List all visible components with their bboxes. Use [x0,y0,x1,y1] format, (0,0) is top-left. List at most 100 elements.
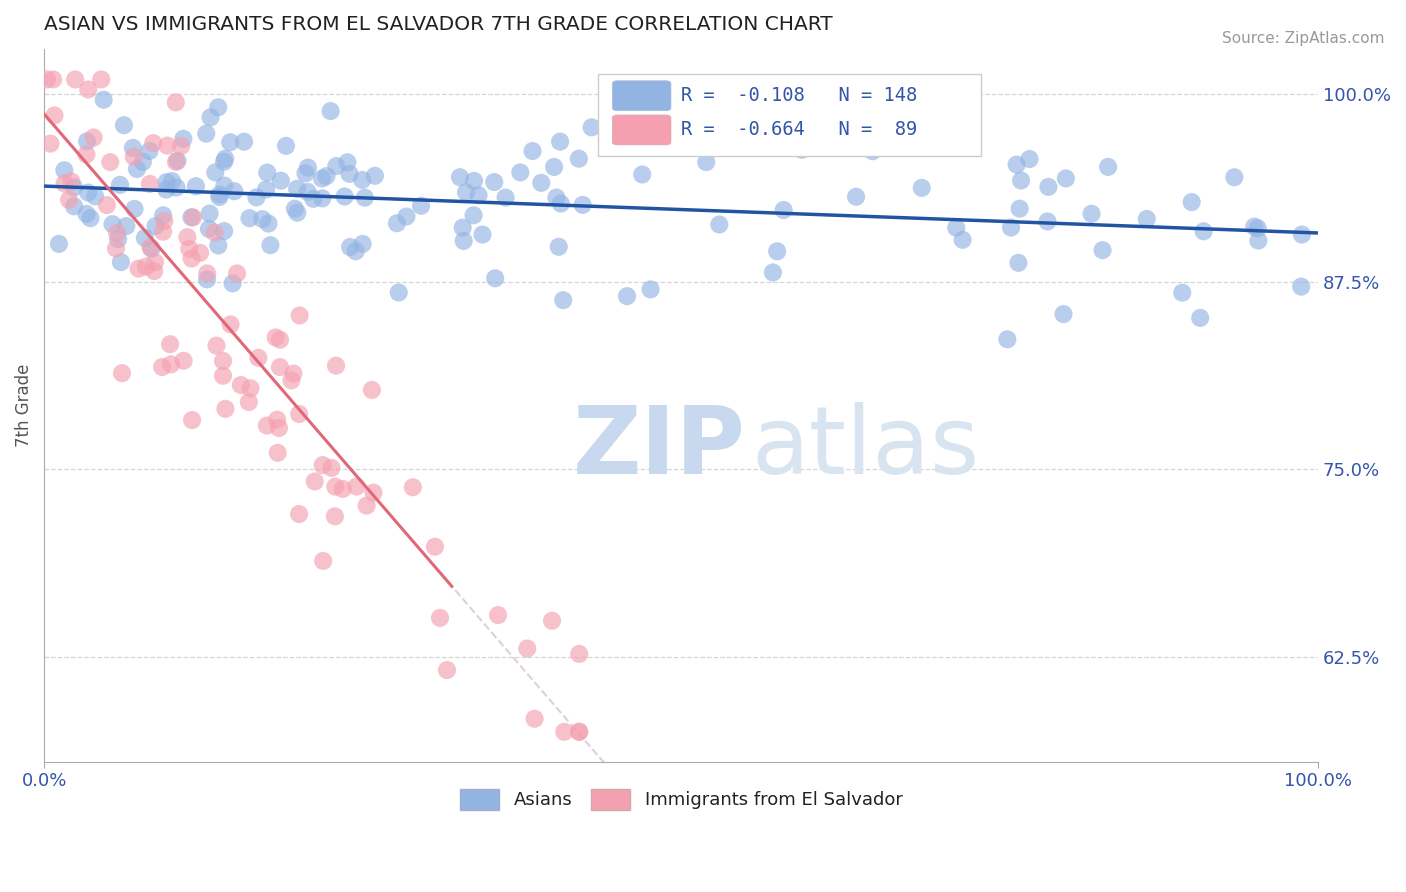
Point [945,220,967,235]
Point [772,202,794,217]
Point [132,155,155,169]
Point [288,507,311,521]
Point [1007,256,1029,270]
Point [1036,214,1059,228]
Point [160,357,183,371]
Point [195,272,218,286]
Point [568,647,591,661]
Point [42,72,65,87]
Point [516,641,538,656]
Point [995,332,1018,346]
Point [166,180,188,194]
Point [1247,221,1270,235]
Point [1008,202,1031,216]
Point [266,412,288,426]
Point [60,175,83,189]
Point [325,359,347,373]
Point [122,150,145,164]
Point [1080,207,1102,221]
Point [548,135,571,149]
Point [353,191,375,205]
Point [152,225,174,239]
Point [39,136,62,151]
Point [200,111,222,125]
Point [180,211,202,225]
Point [195,266,218,280]
Point [35,72,58,87]
Point [315,169,337,183]
Point [1136,211,1159,226]
Point [188,245,211,260]
Point [204,226,226,240]
Point [170,139,193,153]
Point [160,174,183,188]
Point [522,144,544,158]
Point [75,147,97,161]
Point [238,211,260,226]
Point [247,351,270,365]
Legend: Asians, Immigrants from El Salvador: Asians, Immigrants from El Salvador [453,781,910,817]
Point [336,155,359,169]
Point [238,395,260,409]
Point [568,724,591,739]
Point [214,152,236,166]
Point [311,171,333,186]
Point [543,160,565,174]
Point [423,540,446,554]
Point [288,407,311,421]
Point [198,206,221,220]
Point [463,174,485,188]
Point [862,145,884,159]
Point [172,132,194,146]
Point [547,240,569,254]
Point [79,211,101,226]
Point [1189,310,1212,325]
Point [152,208,174,222]
Point [204,165,226,179]
Text: atlas: atlas [751,402,980,494]
Point [1243,219,1265,234]
Point [176,230,198,244]
Point [571,198,593,212]
Point [173,353,195,368]
Point [153,214,176,228]
Point [845,190,868,204]
Point [484,271,506,285]
Point [145,219,167,234]
Point [395,210,418,224]
Point [402,480,425,494]
Point [523,712,546,726]
Text: R =  -0.108   N = 148: R = -0.108 N = 148 [681,87,917,105]
Point [77,186,100,200]
Point [44,108,66,122]
Point [207,238,229,252]
Point [1000,220,1022,235]
Point [63,180,86,194]
Point [323,509,346,524]
Point [352,173,374,187]
Point [142,136,165,150]
Point [267,446,290,460]
Point [762,265,785,279]
Point [259,238,281,252]
Point [1171,285,1194,300]
Point [568,724,591,739]
Point [952,233,974,247]
Point [257,217,280,231]
Point [264,330,287,344]
Point [1005,158,1028,172]
Point [568,152,591,166]
Point [911,181,934,195]
Point [90,72,112,87]
Point [179,242,201,256]
Point [339,167,361,181]
Y-axis label: 7th Grade: 7th Grade [15,364,32,447]
Text: R =  -0.664   N =  89: R = -0.664 N = 89 [681,120,917,139]
Point [233,135,256,149]
Point [252,212,274,227]
Point [122,141,145,155]
Point [221,277,243,291]
Point [58,193,80,207]
Text: ZIP: ZIP [572,402,745,494]
Point [356,499,378,513]
